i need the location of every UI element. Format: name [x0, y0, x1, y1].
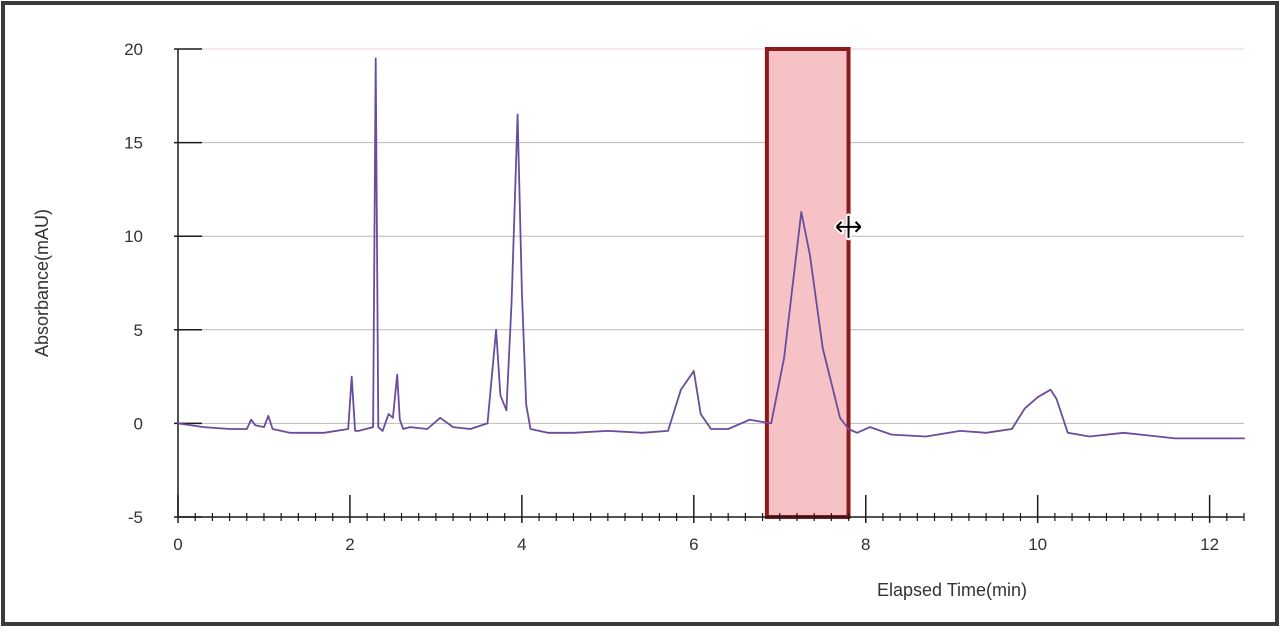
y-tick-label: 10 [124, 227, 143, 246]
x-tick-label: 6 [689, 535, 698, 554]
axes: -5 0 5 10 15 20 0 2 4 6 8 10 12 [124, 40, 1245, 554]
x-tick-label: 2 [345, 535, 354, 554]
selection-highlight-region[interactable] [764, 47, 851, 519]
x-tick-label: 12 [1200, 535, 1219, 554]
series-layer [177, 57, 1245, 440]
y-tick-label: 0 [134, 414, 143, 433]
x-tick-label: 8 [861, 535, 870, 554]
cursor-layer [834, 213, 864, 241]
y-tick-label: 15 [124, 134, 143, 153]
y-tick-label: -5 [128, 508, 143, 527]
x-axis-title: Elapsed Time(min) [877, 580, 1027, 600]
grid-lines [178, 48, 1244, 424]
x-tick-label: 10 [1028, 535, 1047, 554]
x-tick-label: 0 [173, 535, 182, 554]
y-axis-title: Absorbance(mAU) [32, 209, 52, 357]
highlight-layer [764, 47, 851, 519]
x-tick-label: 4 [517, 535, 526, 554]
y-tick-label: 20 [124, 40, 143, 59]
move-horizontal-cursor-icon [834, 213, 864, 241]
y-tick-label: 5 [134, 321, 143, 340]
absorbance-series-line [177, 57, 1245, 440]
